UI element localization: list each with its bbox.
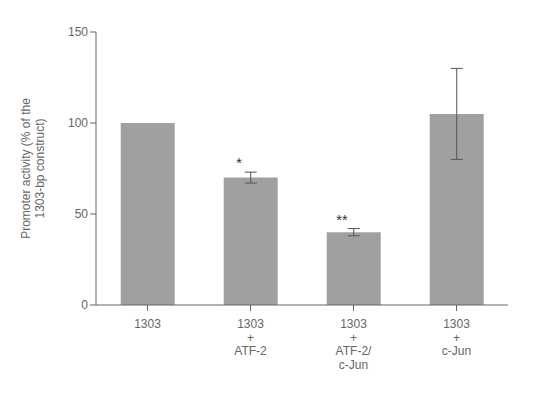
svg-text:50: 50	[75, 207, 89, 221]
svg-text:*: *	[235, 154, 242, 171]
svg-text:1303+ATF-2/c-Jun: 1303+ATF-2/c-Jun	[336, 317, 372, 372]
svg-text:**: **	[335, 211, 348, 228]
svg-text:Promoter activity (% of the130: Promoter activity (% of the1303-bp const…	[19, 98, 47, 239]
svg-text:150: 150	[68, 25, 88, 39]
svg-text:0: 0	[81, 298, 88, 312]
svg-text:1303: 1303	[134, 317, 161, 331]
svg-text:100: 100	[68, 116, 88, 130]
svg-text:1303+c-Jun: 1303+c-Jun	[442, 317, 471, 359]
svg-text:1303+ATF-2: 1303+ATF-2	[234, 317, 267, 359]
